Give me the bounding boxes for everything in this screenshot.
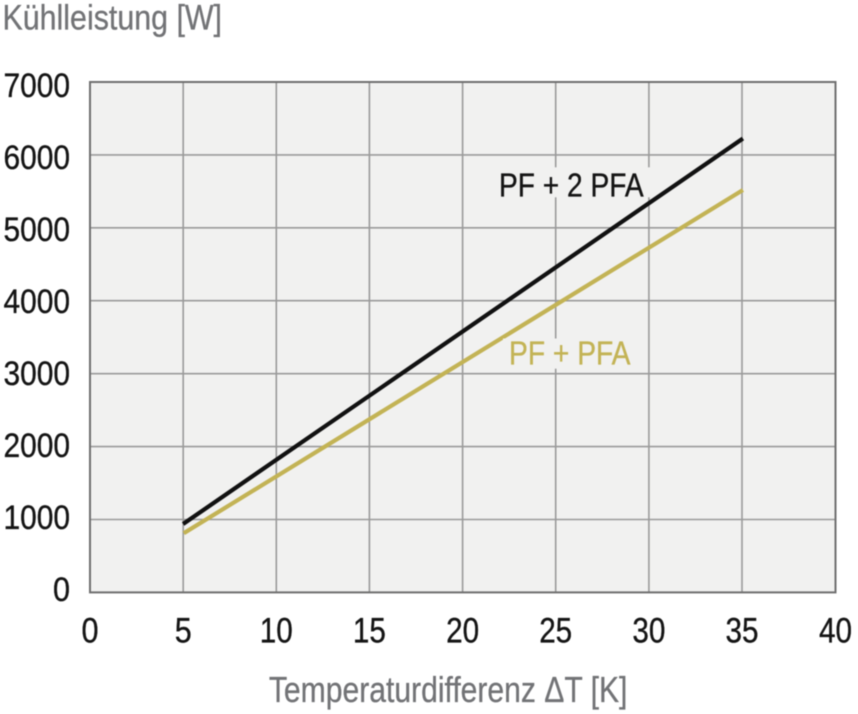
svg-text:25: 25 xyxy=(539,611,572,650)
svg-text:3000: 3000 xyxy=(4,355,71,393)
svg-text:30: 30 xyxy=(632,611,665,650)
svg-text:35: 35 xyxy=(726,611,759,650)
svg-text:10: 10 xyxy=(260,611,293,650)
svg-text:0: 0 xyxy=(53,571,70,609)
svg-text:40: 40 xyxy=(819,611,852,650)
svg-text:PF + PFA: PF + PFA xyxy=(509,334,631,371)
svg-text:1000: 1000 xyxy=(4,499,71,537)
svg-text:2000: 2000 xyxy=(4,427,71,465)
svg-text:5000: 5000 xyxy=(4,211,71,249)
svg-text:4000: 4000 xyxy=(4,283,71,321)
svg-text:15: 15 xyxy=(353,611,386,650)
svg-text:Kühlleistung [W]: Kühlleistung [W] xyxy=(3,0,223,37)
svg-text:PF + 2 PFA: PF + 2 PFA xyxy=(499,167,644,204)
svg-text:20: 20 xyxy=(446,611,479,650)
svg-text:0: 0 xyxy=(82,611,99,650)
svg-text:7000: 7000 xyxy=(4,67,71,105)
svg-text:Temperaturdifferenz ΔT [K]: Temperaturdifferenz ΔT [K] xyxy=(269,669,628,710)
svg-text:6000: 6000 xyxy=(4,139,71,177)
svg-text:5: 5 xyxy=(175,611,192,650)
